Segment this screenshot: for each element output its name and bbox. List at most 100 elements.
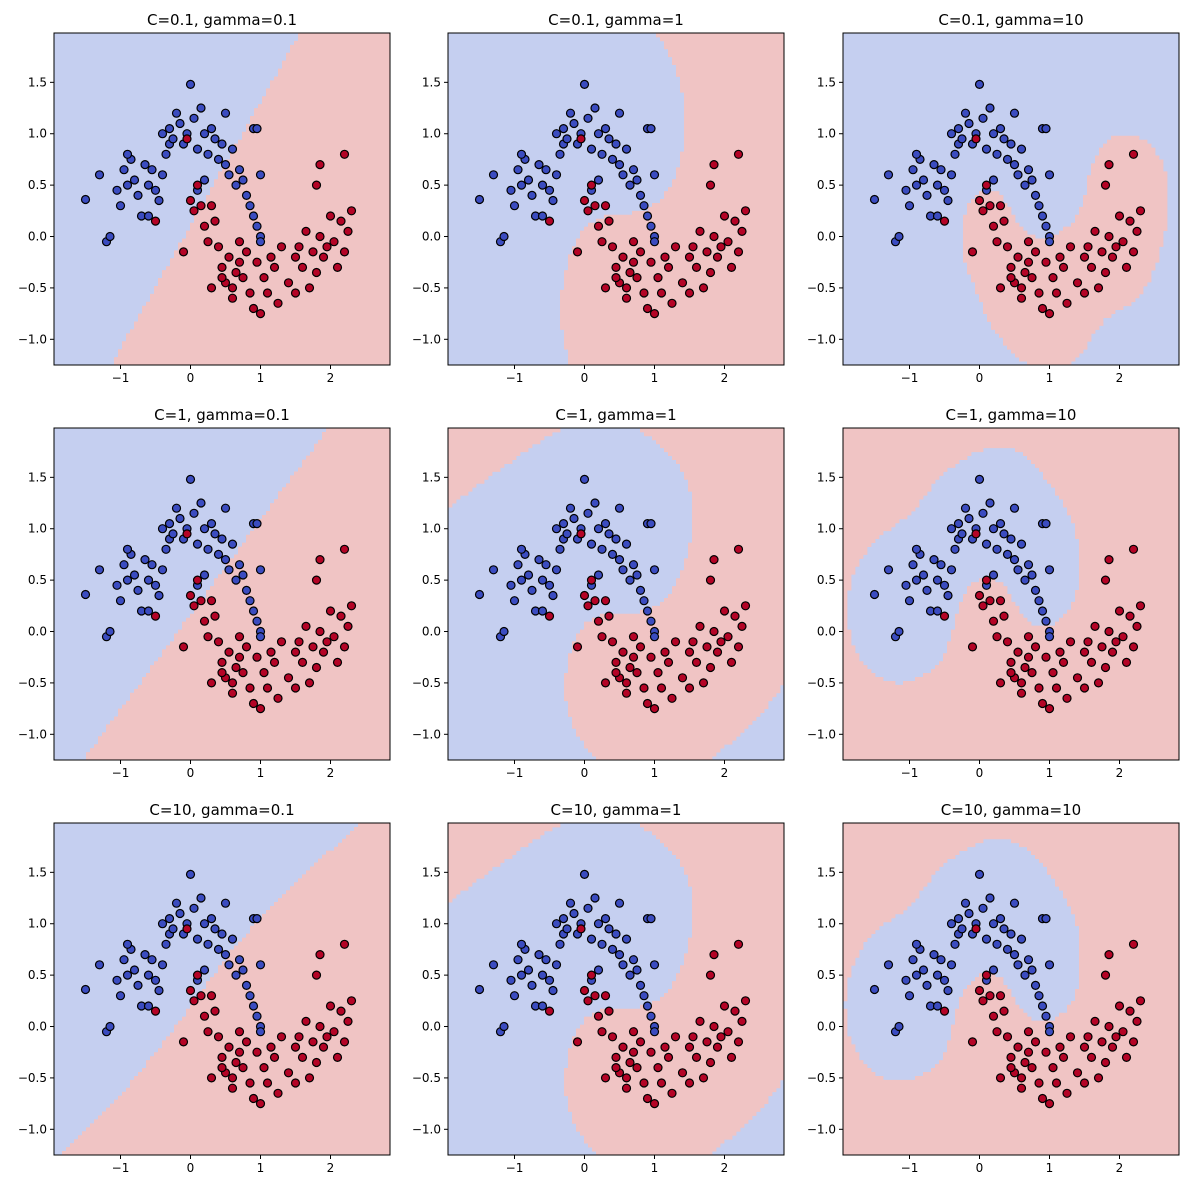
point-class0 (203, 939, 213, 949)
point-class0 (597, 544, 607, 554)
point-class1 (618, 647, 628, 657)
point-class1 (719, 606, 730, 616)
point-class0 (80, 194, 91, 205)
point-class0 (150, 975, 161, 985)
point-class1 (677, 1068, 688, 1078)
point-class1 (245, 288, 255, 298)
point-class0 (604, 134, 614, 144)
point-class0 (607, 154, 618, 164)
point-class0 (220, 503, 231, 513)
point-class1 (684, 252, 695, 262)
point-class0 (562, 134, 572, 144)
point-class1 (621, 678, 632, 688)
point-class0 (164, 913, 175, 924)
point-class0 (220, 108, 231, 118)
point-class1 (227, 1073, 238, 1083)
point-class0 (140, 949, 150, 960)
point-class1 (1020, 1057, 1030, 1068)
point-class1 (182, 134, 192, 144)
point-class1 (1072, 278, 1083, 288)
point-class0 (157, 960, 168, 970)
point-class0 (988, 965, 999, 975)
point-class0 (161, 939, 171, 949)
point-class1 (339, 939, 350, 949)
point-class0 (604, 924, 614, 934)
point-class1 (325, 211, 336, 221)
point-class0 (607, 549, 618, 560)
point-class0 (1006, 534, 1016, 544)
point-class1 (698, 678, 709, 688)
point-class0 (1037, 606, 1048, 616)
point-class1 (315, 160, 325, 170)
y-tick-label: 0.0 (422, 1020, 441, 1034)
point-class0 (950, 939, 960, 949)
point-class1 (593, 1011, 604, 1021)
point-class0 (904, 991, 915, 1001)
point-class0 (192, 539, 203, 549)
y-tick-label: −0.5 (18, 281, 47, 295)
point-class0 (175, 118, 185, 129)
point-class1 (301, 621, 311, 632)
point-class0 (569, 118, 579, 129)
point-class0 (537, 180, 548, 190)
point-class0 (112, 975, 122, 985)
point-class1 (978, 601, 988, 611)
point-class0 (168, 134, 178, 144)
point-class0 (133, 980, 143, 991)
point-class0 (593, 919, 604, 929)
point-class0 (122, 180, 133, 190)
point-class0 (171, 503, 182, 513)
point-class1 (628, 652, 639, 662)
point-class0 (1009, 898, 1020, 908)
point-class0 (1002, 944, 1013, 955)
point-class0 (569, 908, 579, 919)
point-class1 (667, 693, 677, 703)
point-class1 (1097, 1037, 1107, 1047)
subplot-8: −1 0 1 2 −1.0 −0.5 0.0 0.5 1.0 1.5 C=10, gamma=1 (412, 801, 785, 1175)
point-class1 (635, 1037, 646, 1047)
point-class1 (1041, 1047, 1051, 1057)
point-class0 (94, 565, 105, 575)
point-class0 (157, 129, 168, 139)
point-class0 (231, 180, 241, 190)
point-class1 (1135, 601, 1146, 611)
point-class0 (248, 211, 259, 221)
x-tick-label: 1 (651, 371, 659, 385)
point-class0 (565, 108, 576, 118)
axes-frame (447, 427, 785, 761)
point-class0 (901, 580, 911, 590)
point-class0 (960, 503, 971, 513)
point-class1 (716, 1032, 726, 1042)
x-tick-label: 2 (327, 1161, 335, 1175)
point-class0 (206, 518, 217, 529)
y-tick-label: 0.0 (817, 230, 836, 244)
point-class1 (995, 283, 1006, 293)
point-class1 (1128, 544, 1139, 554)
point-class1 (621, 688, 632, 698)
point-class1 (343, 226, 353, 236)
point-class1 (290, 647, 301, 657)
point-class0 (548, 985, 558, 996)
point-class1 (1044, 1098, 1055, 1109)
point-class0 (995, 913, 1006, 924)
point-class0 (555, 544, 565, 554)
y-tick-label: 0.0 (817, 1020, 836, 1034)
point-class0 (985, 103, 995, 113)
point-class0 (199, 919, 210, 929)
point-class0 (894, 1021, 904, 1032)
point-class1 (1006, 1052, 1016, 1063)
point-class1 (224, 1042, 234, 1052)
point-class1 (1100, 662, 1111, 673)
x-tick-label: −1 (112, 371, 130, 385)
point-class1 (273, 298, 283, 308)
point-class0 (586, 144, 597, 154)
point-class1 (1090, 621, 1100, 632)
point-class1 (196, 991, 206, 1001)
point-class1 (1121, 262, 1132, 272)
y-tick-label: −0.5 (412, 281, 441, 295)
point-class0 (614, 108, 625, 118)
point-class1 (1114, 211, 1125, 221)
y-tick-label: 1.5 (817, 865, 836, 879)
point-class1 (336, 216, 346, 226)
point-class1 (329, 632, 339, 642)
